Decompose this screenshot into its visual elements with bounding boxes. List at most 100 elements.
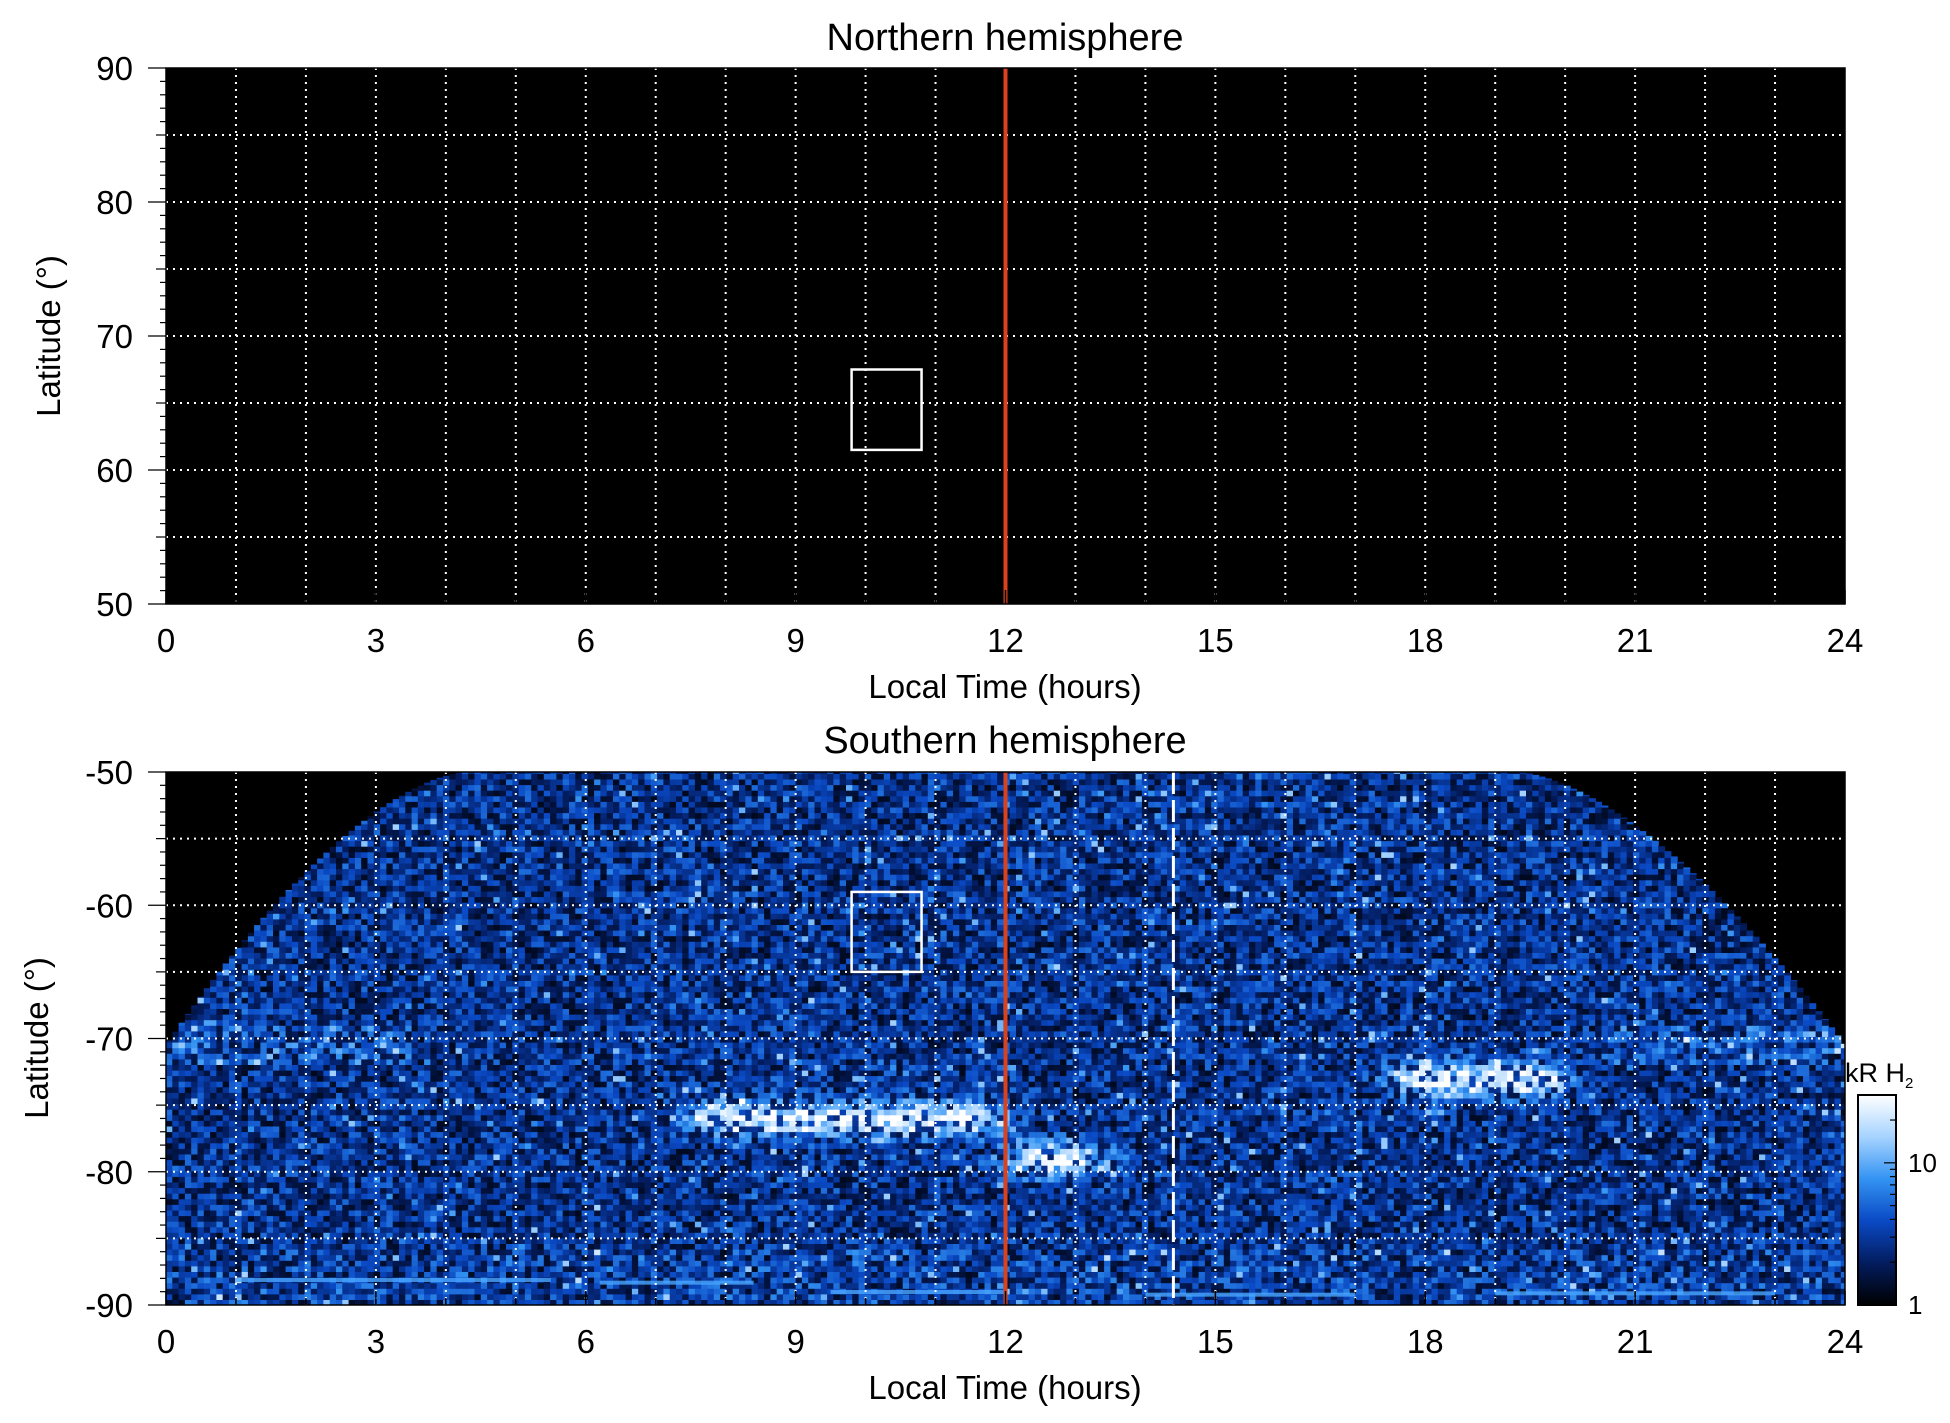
- heatmap-cell: [436, 1282, 444, 1289]
- heatmap-cell: [279, 946, 287, 953]
- heatmap-cell: [392, 924, 400, 931]
- heatmap-cell: [493, 890, 501, 898]
- heatmap-cell: [317, 862, 324, 870]
- heatmap-cell: [279, 1058, 287, 1065]
- heatmap-cell: [241, 997, 249, 1004]
- heatmap-cell: [417, 1109, 425, 1116]
- heatmap-cell: [229, 1260, 236, 1267]
- heatmap-cell: [386, 1153, 394, 1161]
- heatmap-cell: [487, 851, 494, 858]
- heatmap-cell: [323, 1299, 331, 1305]
- heatmap-cell: [310, 1159, 318, 1166]
- heatmap-cell: [487, 958, 494, 965]
- heatmap-cell: [524, 1036, 532, 1043]
- heatmap-cell: [487, 1058, 494, 1065]
- heatmap-cell: [531, 1153, 539, 1161]
- heatmap-cell: [449, 1215, 457, 1222]
- heatmap-cell: [531, 1064, 539, 1071]
- heatmap-cell: [399, 846, 406, 853]
- heatmap-cell: [260, 1047, 268, 1054]
- heatmap-cell: [506, 1204, 513, 1211]
- heatmap-cell: [449, 806, 457, 814]
- heatmap-cell: [216, 1260, 224, 1267]
- heatmap-cell: [537, 997, 545, 1004]
- heatmap-cell: [260, 935, 268, 942]
- heatmap-cell: [336, 1030, 343, 1037]
- heatmap-cell: [499, 773, 507, 780]
- heatmap-cell: [310, 974, 318, 981]
- heatmap-cell: [354, 1086, 362, 1093]
- heatmap-cell: [191, 1030, 199, 1037]
- heatmap-cell: [317, 1181, 324, 1189]
- heatmap-cell: [323, 1053, 331, 1060]
- heatmap-cell: [455, 1025, 463, 1032]
- heatmap-cell: [279, 997, 287, 1004]
- heatmap-cell: [235, 1064, 243, 1071]
- heatmap-cell: [493, 952, 501, 959]
- heatmap-cell: [461, 1053, 469, 1060]
- heatmap-cell: [405, 823, 413, 830]
- heatmap-cell: [367, 980, 375, 987]
- heatmap-cell: [172, 1120, 180, 1127]
- heatmap-cell: [304, 946, 312, 953]
- heatmap-cell: [354, 1053, 362, 1060]
- heatmap-cell: [443, 1058, 450, 1065]
- heatmap-cell: [487, 1036, 494, 1043]
- heatmap-cell: [493, 874, 501, 881]
- heatmap-cell: [184, 1058, 192, 1065]
- heatmap-cell: [329, 913, 337, 920]
- heatmap-cell: [279, 1019, 287, 1026]
- heatmap-cell: [474, 1243, 482, 1250]
- heatmap-cell: [436, 1254, 444, 1261]
- heatmap-cell: [329, 1260, 337, 1267]
- heatmap-cell: [537, 1237, 545, 1244]
- heatmap-cell: [178, 1114, 186, 1121]
- heatmap-cell: [354, 1271, 362, 1278]
- heatmap-cell: [461, 818, 469, 825]
- heatmap-cell: [197, 997, 205, 1004]
- heatmap-cell: [474, 778, 482, 786]
- heatmap-cell: [537, 952, 545, 959]
- heatmap-cell: [461, 1075, 469, 1082]
- heatmap-cell: [405, 1254, 413, 1261]
- heatmap-cell: [336, 1014, 343, 1021]
- heatmap-cell: [443, 1237, 450, 1244]
- heatmap-cell: [310, 1260, 318, 1267]
- heatmap-cell: [291, 1081, 299, 1088]
- heatmap-cell: [266, 991, 274, 998]
- heatmap-cell: [417, 1014, 425, 1021]
- heatmap-cell: [361, 907, 369, 914]
- heatmap-cell: [512, 1249, 520, 1256]
- heatmap-cell: [531, 772, 539, 774]
- heatmap-cell: [399, 1176, 406, 1183]
- heatmap-cell: [178, 1215, 186, 1222]
- heatmap-cell: [455, 818, 463, 825]
- heatmap-cell: [222, 1249, 230, 1256]
- heatmap-cell: [524, 918, 532, 925]
- heatmap-cell: [531, 1170, 539, 1177]
- heatmap-cell: [229, 1064, 236, 1071]
- heatmap-cell: [266, 1249, 274, 1256]
- heatmap-cell: [367, 1226, 375, 1233]
- heatmap-cell: [506, 1153, 513, 1161]
- heatmap-cell: [273, 1159, 280, 1166]
- heatmap-cell: [235, 1226, 243, 1233]
- heatmap-cell: [436, 1097, 444, 1105]
- heatmap-cell: [373, 1159, 381, 1166]
- heatmap-cell: [493, 1114, 501, 1121]
- heatmap-cell: [449, 1075, 457, 1082]
- heatmap-cell: [210, 1036, 217, 1043]
- heatmap-cell: [241, 1002, 249, 1009]
- heatmap-cell: [506, 1058, 513, 1065]
- heatmap-cell: [342, 1097, 350, 1105]
- heatmap-cell: [329, 997, 337, 1004]
- heatmap-cell: [430, 1075, 438, 1082]
- heatmap-cell: [417, 1265, 425, 1272]
- heatmap-cell: [468, 846, 476, 853]
- heatmap-cell: [386, 1019, 394, 1026]
- heatmap-cell: [203, 1036, 211, 1043]
- heatmap-cell: [474, 1019, 482, 1026]
- heatmap-cell: [203, 1271, 211, 1278]
- heatmap-cell: [405, 963, 413, 970]
- heatmap-cell: [336, 991, 343, 998]
